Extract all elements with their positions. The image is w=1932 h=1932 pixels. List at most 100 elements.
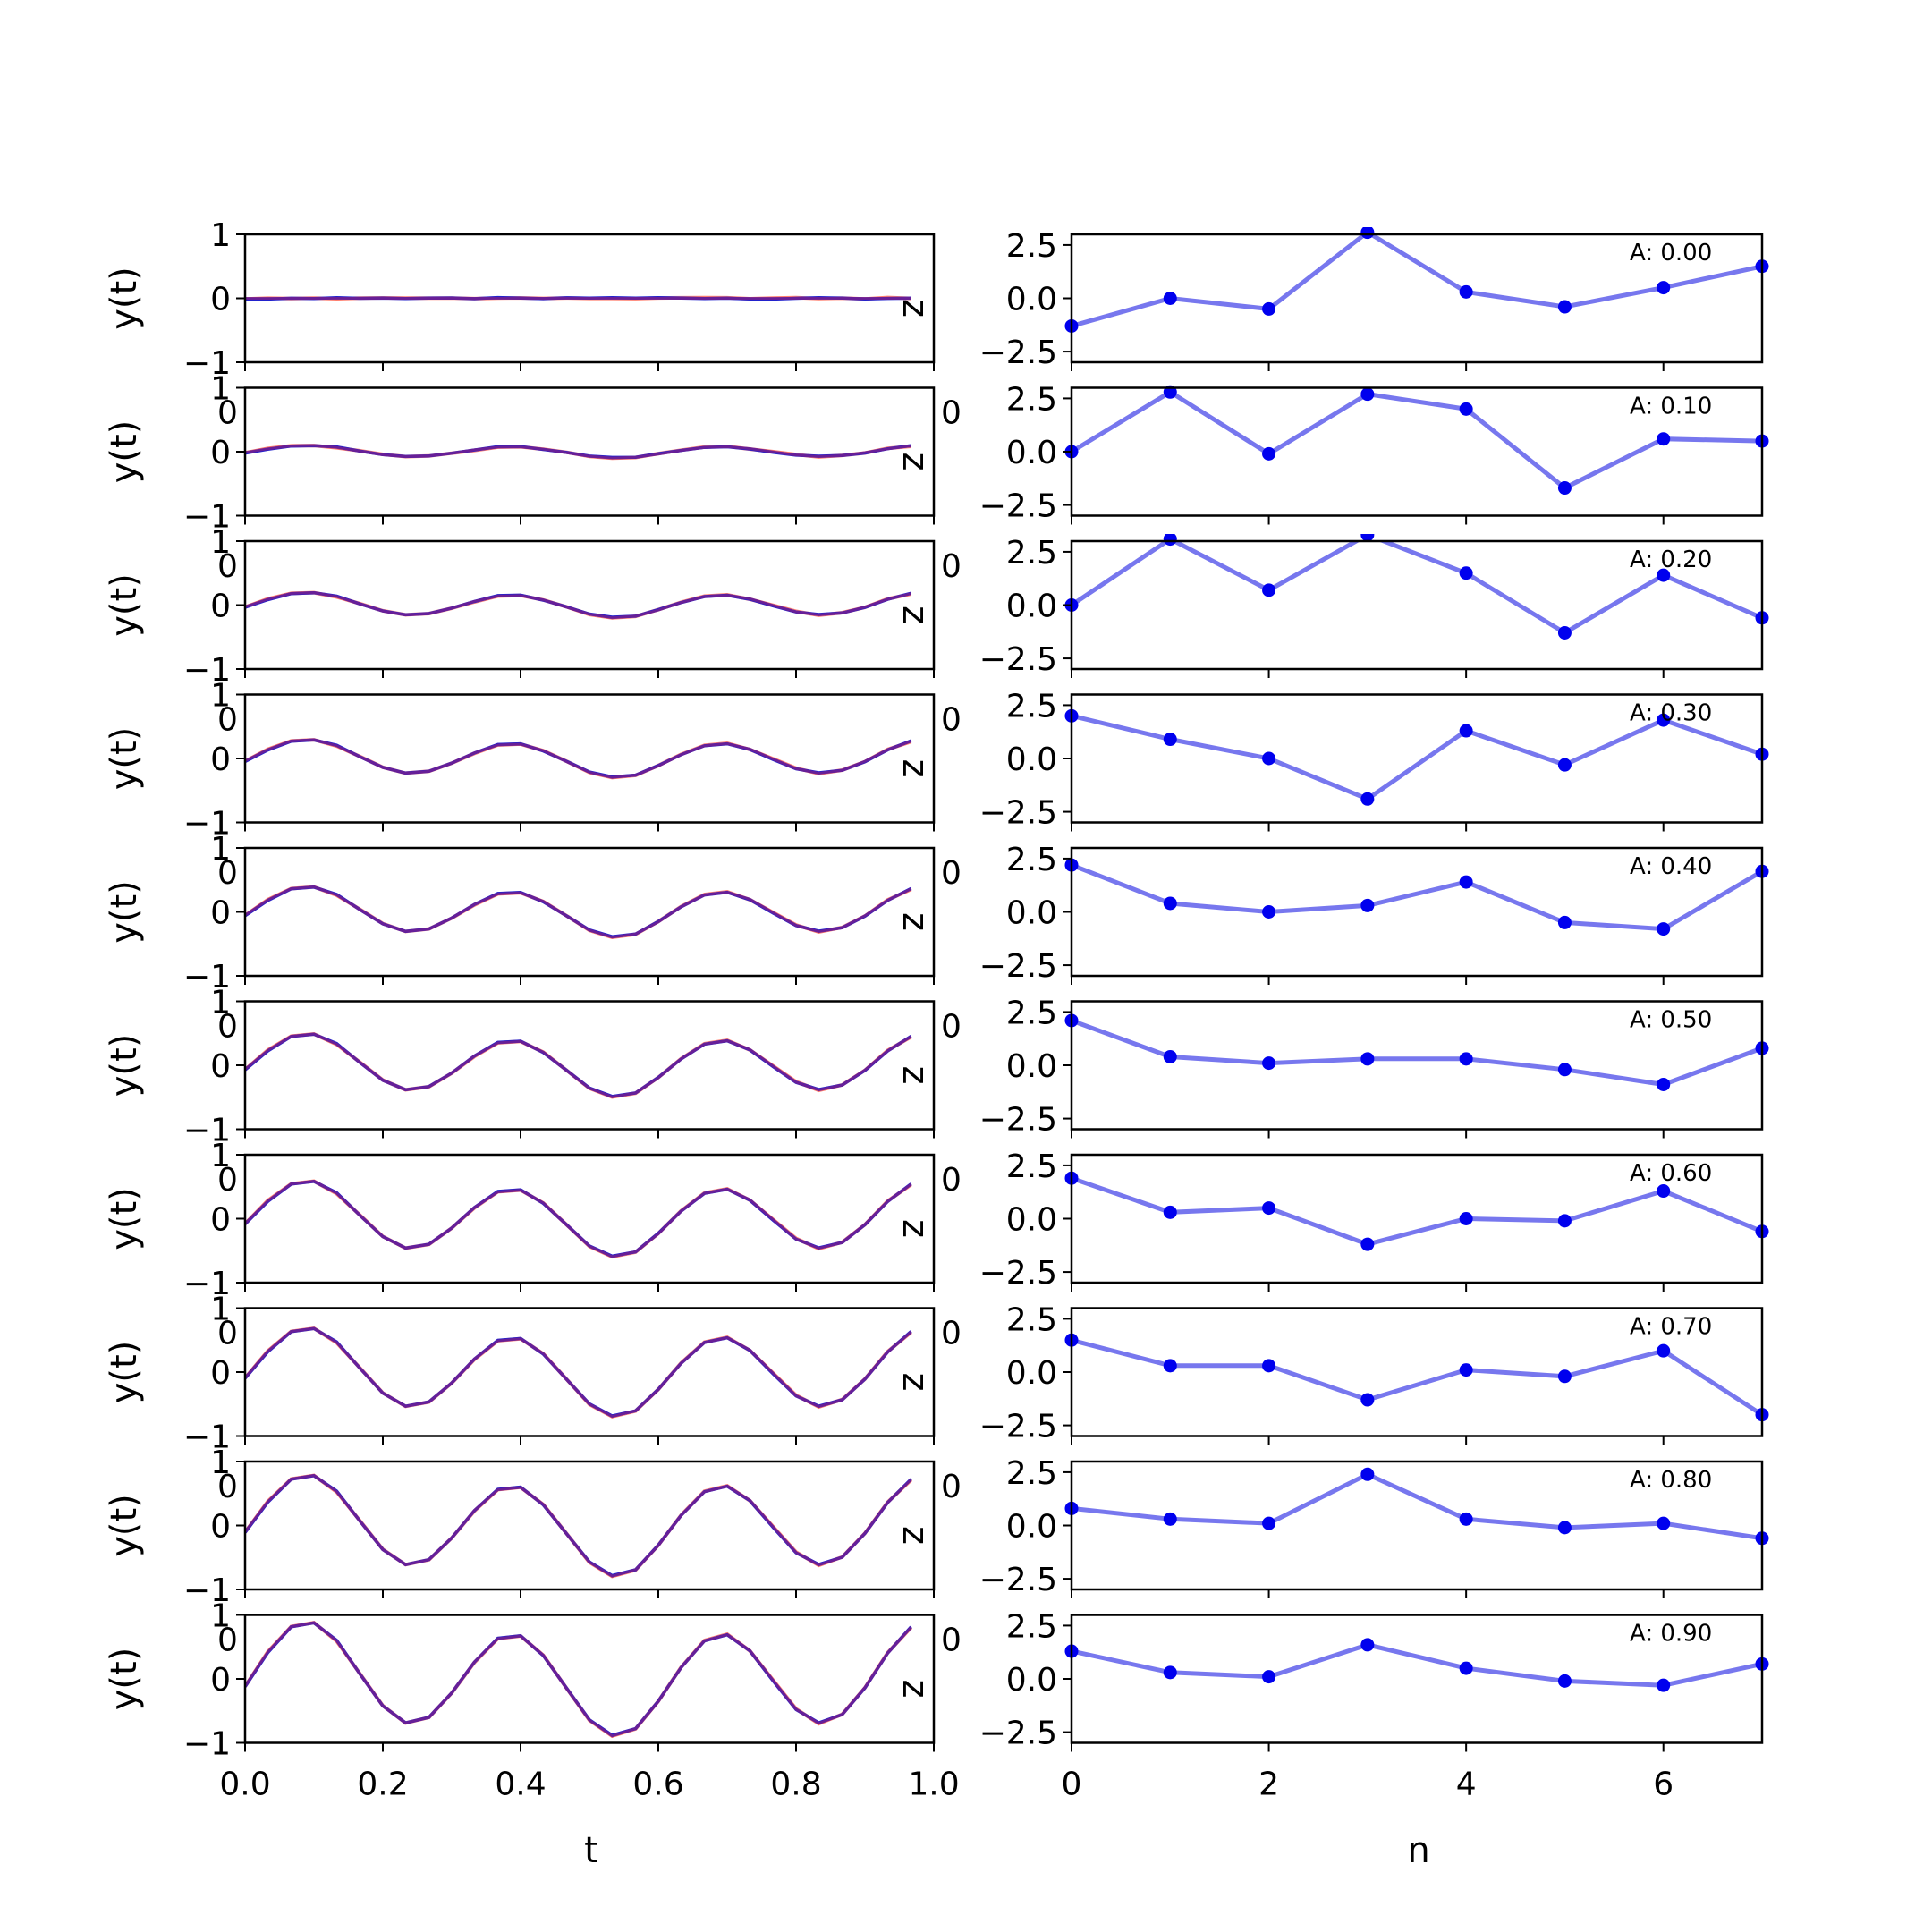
y-tick-label: 1 xyxy=(210,1138,231,1174)
stray-tick-label: 0 xyxy=(217,548,238,585)
z-axis-label: z xyxy=(894,1526,936,1545)
y-tick-label: 2.5 xyxy=(1006,1455,1057,1492)
amplitude-annotation: A: 0.90 xyxy=(1630,1621,1712,1648)
y-axis-label: y(t) xyxy=(104,420,145,484)
data-point xyxy=(1163,1049,1177,1063)
y-tick-label: 0 xyxy=(210,1048,231,1085)
data-point xyxy=(1360,1052,1375,1066)
x-tick-label: 1.0 xyxy=(908,1767,959,1803)
amplitude-annotation: A: 0.10 xyxy=(1630,394,1712,420)
stray-tick-label: 0 xyxy=(217,1009,238,1046)
y-tick-label: −1 xyxy=(183,1419,231,1456)
y-tick-label: −2.5 xyxy=(979,335,1057,371)
stray-tick-label: 0 xyxy=(941,702,962,739)
blend-series-line xyxy=(245,885,912,939)
series-line xyxy=(1072,1642,1762,1688)
data-point xyxy=(1657,1343,1671,1358)
y-tick-label: 0.0 xyxy=(1006,435,1057,471)
right-panel-column: 2.5 0.0 −2.5 A: 0.00 2.5 0.0 −2.5 A: 0.10 2.5 0.0… xyxy=(979,227,1769,1803)
amplitude-annotation: A: 0.60 xyxy=(1630,1160,1712,1187)
data-point xyxy=(1262,1056,1276,1071)
y-axis-label: y(t) xyxy=(104,727,145,791)
data-point xyxy=(1360,1393,1375,1407)
data-point xyxy=(1657,1678,1671,1692)
left-panel-8: 10−1y(t)0z0 xyxy=(104,1445,962,1609)
data-point xyxy=(1262,905,1276,919)
y-tick-label: −1 xyxy=(183,1113,231,1149)
data-point xyxy=(1657,1077,1671,1091)
data-point xyxy=(1459,566,1473,580)
blend-series-line xyxy=(245,444,911,460)
data-point xyxy=(1163,1512,1177,1526)
series-line xyxy=(1072,1471,1762,1541)
series-line xyxy=(1072,541,1762,636)
y-tick-label: −2.5 xyxy=(979,948,1057,985)
z-axis-label: z xyxy=(894,606,936,624)
right-panel-0: 2.5 0.0 −2.5 A: 0.00 xyxy=(979,227,1769,371)
x-tick-label: 0.0 xyxy=(219,1767,270,1803)
data-point xyxy=(1557,300,1572,314)
data-point xyxy=(1360,387,1375,402)
y-tick-label: 1 xyxy=(210,1292,231,1328)
data-point xyxy=(1557,625,1572,640)
y-tick-label: 2.5 xyxy=(1006,381,1057,418)
left-panel-3: 10−1y(t)0z0 xyxy=(104,678,962,843)
stray-tick-label: 0 xyxy=(941,548,962,585)
stray-tick-label: 0 xyxy=(217,1623,238,1659)
y-tick-label: 2.5 xyxy=(1006,1301,1057,1338)
y-tick-label: 1 xyxy=(210,985,231,1021)
left-panel-2: 10−1y(t)0z0 xyxy=(104,524,962,689)
y-tick-label: 1 xyxy=(210,217,231,254)
data-point xyxy=(1657,1184,1671,1199)
series-line xyxy=(1072,389,1762,491)
data-point xyxy=(1360,792,1375,806)
y-tick-label: −2.5 xyxy=(979,488,1057,525)
data-point xyxy=(1459,1512,1473,1526)
data-point xyxy=(1557,481,1572,496)
x-tick-label: 0.4 xyxy=(495,1767,546,1803)
stray-tick-label: 0 xyxy=(941,395,962,432)
y-axis-label: y(t) xyxy=(104,573,145,637)
amplitude-annotation: A: 0.50 xyxy=(1630,1007,1712,1034)
y-tick-label: −2.5 xyxy=(979,1255,1057,1292)
data-point xyxy=(1163,1665,1177,1680)
data-point xyxy=(1262,751,1276,766)
blend-series-line xyxy=(245,738,912,779)
y-tick-label: 2.5 xyxy=(1006,1608,1057,1645)
y-tick-label: 1 xyxy=(210,831,231,868)
y-tick-label: −1 xyxy=(183,652,231,689)
x-tick-label: 0.2 xyxy=(357,1767,408,1803)
y-tick-label: 0.0 xyxy=(1006,1355,1057,1392)
stray-tick-label: 0 xyxy=(941,1316,962,1352)
y-tick-label: 0 xyxy=(210,282,231,318)
y-axis-label: y(t) xyxy=(104,1494,145,1557)
y-tick-label: 0.0 xyxy=(1006,1048,1057,1085)
data-point xyxy=(1360,898,1375,912)
right-panel-5: 2.5 0.0 −2.5 A: 0.50 xyxy=(979,995,1769,1139)
data-point xyxy=(1360,1237,1375,1251)
stray-tick-label: 0 xyxy=(217,1162,238,1199)
y-tick-label: −1 xyxy=(183,959,231,996)
data-point xyxy=(1360,227,1375,240)
right-panel-8: 2.5 0.0 −2.5 A: 0.80 xyxy=(979,1455,1769,1598)
x-tick-label: 0.6 xyxy=(632,1767,683,1803)
y-tick-label: −1 xyxy=(183,1726,231,1763)
y-tick-label: −1 xyxy=(183,499,231,536)
data-point xyxy=(1262,446,1276,461)
y-tick-label: 0 xyxy=(210,741,231,778)
right-panel-7: 2.5 0.0 −2.5 A: 0.70 xyxy=(979,1301,1769,1445)
z-axis-label: z xyxy=(894,299,936,318)
y-tick-label: 0.0 xyxy=(1006,1202,1057,1239)
y-tick-label: 1 xyxy=(210,678,231,715)
data-point xyxy=(1163,896,1177,911)
data-point xyxy=(1262,1670,1276,1684)
data-point xyxy=(1262,1359,1276,1373)
stray-tick-label: 0 xyxy=(941,855,962,892)
data-point xyxy=(1459,875,1473,889)
amplitude-annotation: A: 0.70 xyxy=(1630,1314,1712,1341)
series-line xyxy=(1072,234,1762,328)
stray-tick-label: 0 xyxy=(941,1162,962,1199)
amplitude-annotation: A: 0.40 xyxy=(1630,853,1712,880)
y-tick-label: 2.5 xyxy=(1006,1148,1057,1185)
